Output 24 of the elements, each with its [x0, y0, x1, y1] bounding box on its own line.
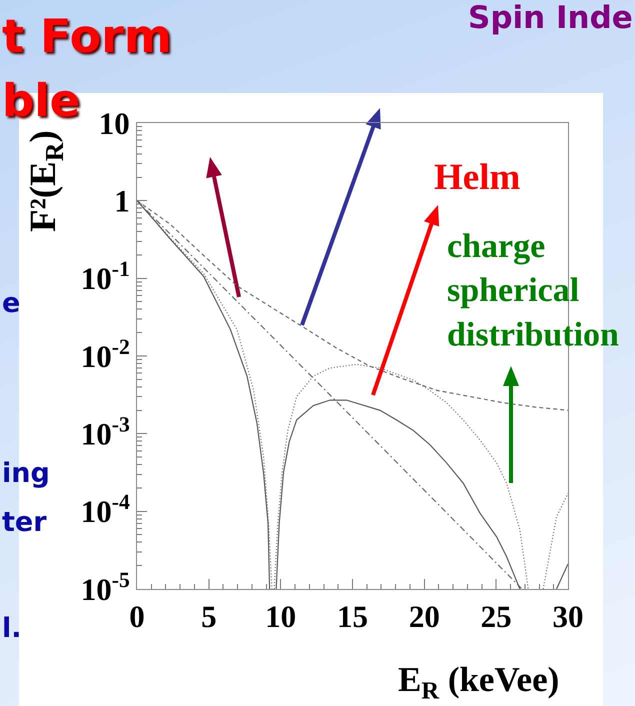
x-tick-label: 15 — [337, 599, 368, 634]
y-tick-label: 10 — [98, 106, 130, 141]
text: e — [2, 288, 20, 319]
x-tick-label: 10 — [265, 599, 296, 634]
text: Spin Inde — [468, 0, 633, 36]
x-axis-title: E$_{R}$ (keVee) — [398, 660, 560, 704]
y-tick-label: 10$^{-2}$ — [80, 334, 130, 374]
annotation: charge spherical distribution — [447, 228, 620, 354]
y-tick-label: 10$^{-4}$ — [80, 490, 130, 530]
text: ter — [2, 507, 48, 538]
text: t Form — [2, 9, 172, 63]
text: ble — [2, 74, 80, 127]
y-tick-label: 10$^{-5}$ — [80, 568, 130, 607]
text: ing — [2, 458, 50, 489]
y-tick-label: 10$^{-1}$ — [80, 257, 130, 296]
x-tick-label: 5 — [201, 599, 217, 634]
x-tick-label: 25 — [480, 599, 512, 634]
y-tick-label: 10$^{-3}$ — [80, 412, 130, 452]
y-tick-label: 1 — [114, 184, 130, 219]
annotation: Helm — [434, 157, 520, 198]
x-tick-label: 20 — [408, 599, 440, 634]
text: l. — [2, 613, 22, 644]
x-tick-label: 30 — [552, 599, 584, 634]
x-tick-label: 0 — [129, 599, 145, 634]
